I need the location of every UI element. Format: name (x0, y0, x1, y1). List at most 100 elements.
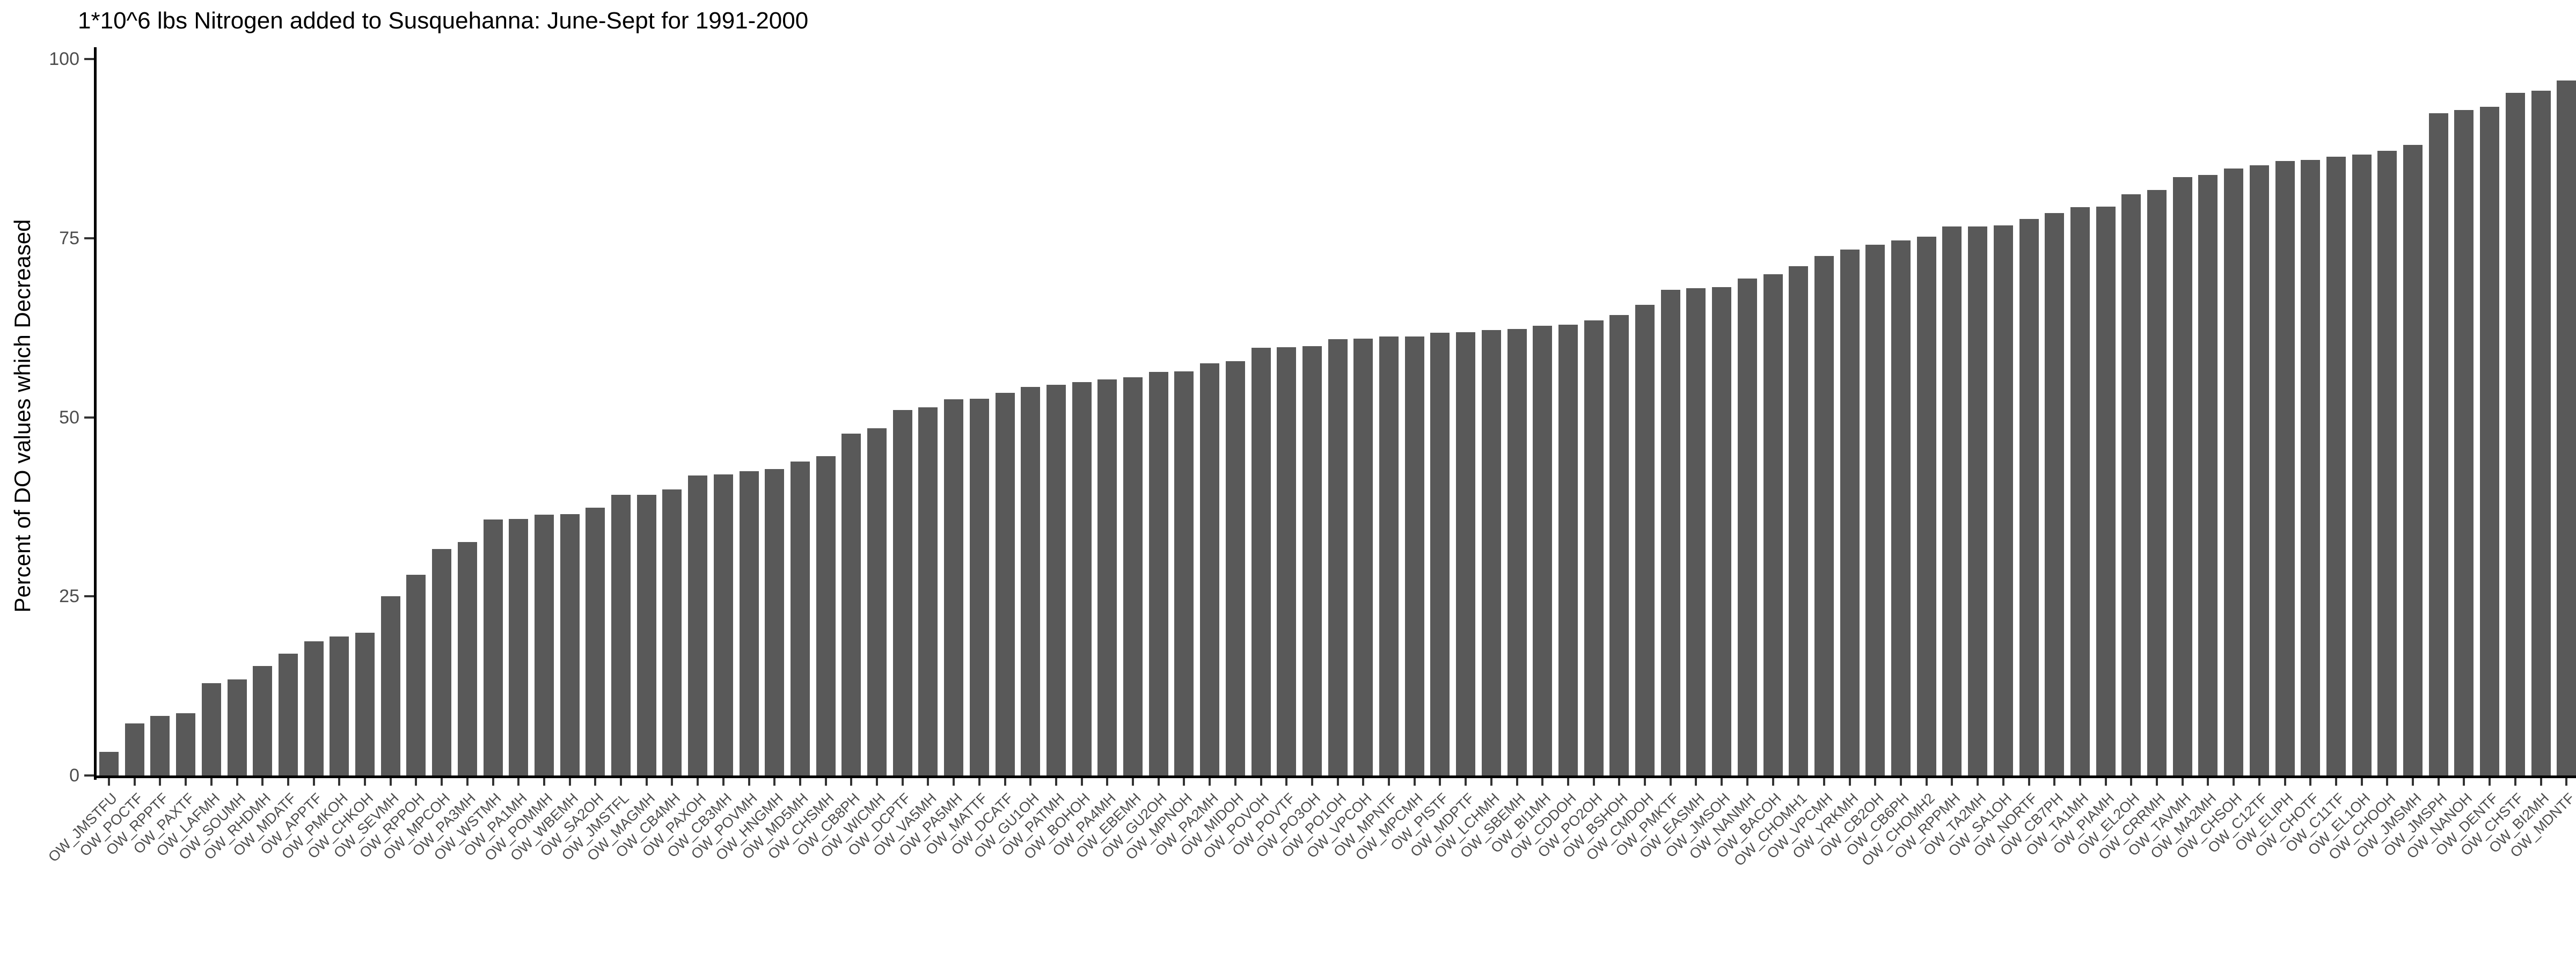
x-tick-mark (645, 778, 648, 786)
x-tick-mark (2489, 778, 2491, 786)
bar (2198, 175, 2218, 775)
bar (611, 494, 631, 775)
x-tick-mark (1080, 778, 1083, 786)
x-tick-mark (1362, 778, 1365, 786)
bar (918, 407, 938, 775)
x-tick-mark (312, 778, 315, 786)
x-tick-mark (2002, 778, 2004, 786)
bar (1916, 237, 1936, 775)
bar (1660, 289, 1680, 775)
bar (2301, 160, 2321, 775)
x-tick-mark (671, 778, 674, 786)
x-tick-mark (2028, 778, 2030, 786)
bar (1891, 240, 1911, 775)
x-tick-mark (1746, 778, 1748, 786)
x-tick-mark (2181, 778, 2184, 786)
bar (432, 549, 452, 775)
x-tick-mark (2156, 778, 2158, 786)
bar (1712, 287, 1732, 775)
bar (2428, 113, 2448, 775)
x-tick-mark (1823, 778, 1825, 786)
bar (1507, 329, 1527, 775)
x-tick-mark (466, 778, 469, 786)
bar (1481, 330, 1501, 775)
bar (1968, 226, 1988, 775)
x-tick-mark (697, 778, 699, 786)
x-tick-mark (1490, 778, 1492, 786)
bar (2454, 109, 2474, 775)
bar (1814, 256, 1834, 775)
x-tick-mark (927, 778, 930, 786)
x-axis-line (94, 775, 2576, 778)
x-tick-mark (824, 778, 827, 786)
bar (1456, 332, 1476, 775)
x-tick-mark (2334, 778, 2337, 786)
x-tick-mark (2130, 778, 2133, 786)
chart-title: 1*10^6 lbs Nitrogen added to Susquehanna… (78, 8, 809, 34)
x-tick-mark (978, 778, 980, 786)
x-tick-mark (1234, 778, 1236, 786)
x-tick-mark (389, 778, 392, 786)
bar (1148, 372, 1168, 775)
bar (1737, 278, 1757, 775)
bar (1609, 314, 1629, 775)
x-tick-mark (517, 778, 520, 786)
bar (1430, 332, 1450, 775)
x-tick-mark (1721, 778, 1723, 786)
x-tick-mark (1618, 778, 1621, 786)
bar (1840, 250, 1860, 775)
bar (841, 434, 861, 775)
x-tick-mark (1644, 778, 1646, 786)
bar (2505, 92, 2525, 775)
bar (1251, 348, 1271, 775)
x-tick-mark (2233, 778, 2235, 786)
x-tick-mark (2053, 778, 2056, 786)
x-tick-mark (364, 778, 366, 786)
bar (995, 393, 1015, 775)
bar (790, 462, 810, 775)
x-tick-mark (1004, 778, 1006, 786)
bar (1404, 336, 1424, 775)
x-tick-mark (2386, 778, 2389, 786)
bar (944, 399, 964, 775)
bar (1277, 347, 1297, 775)
bar (2096, 207, 2116, 775)
x-tick-mark (1848, 778, 1851, 786)
x-tick-mark (1797, 778, 1800, 786)
bar (1686, 288, 1706, 775)
x-tick-mark (1157, 778, 1160, 786)
bar (2403, 145, 2423, 775)
bar (457, 541, 477, 775)
x-tick-mark (2309, 778, 2312, 786)
y-tick-label: 0 (69, 765, 79, 786)
x-tick-mark (876, 778, 878, 786)
bar (2352, 154, 2372, 775)
bar (1174, 371, 1194, 775)
x-tick-mark (1106, 778, 1109, 786)
bar (739, 471, 759, 775)
bar (1046, 385, 1066, 775)
bar (2377, 150, 2397, 775)
bar (278, 654, 298, 775)
bar (2070, 207, 2090, 775)
y-tick-label: 100 (49, 49, 79, 69)
bar (227, 679, 247, 775)
bar (1200, 363, 1220, 775)
x-tick-mark (1772, 778, 1774, 786)
bar (892, 410, 912, 775)
bar (2557, 80, 2576, 775)
bar (1865, 244, 1885, 775)
x-tick-mark (953, 778, 955, 786)
bar (176, 713, 196, 775)
x-tick-mark (133, 778, 136, 786)
x-tick-mark (1132, 778, 1134, 786)
bar (1225, 361, 1245, 775)
bar (1942, 226, 1962, 775)
y-tick-label: 75 (59, 228, 79, 248)
x-tick-mark (1029, 778, 1032, 786)
bar (1763, 274, 1783, 775)
x-tick-mark (1336, 778, 1339, 786)
bar (99, 751, 119, 775)
x-tick-mark (2284, 778, 2286, 786)
